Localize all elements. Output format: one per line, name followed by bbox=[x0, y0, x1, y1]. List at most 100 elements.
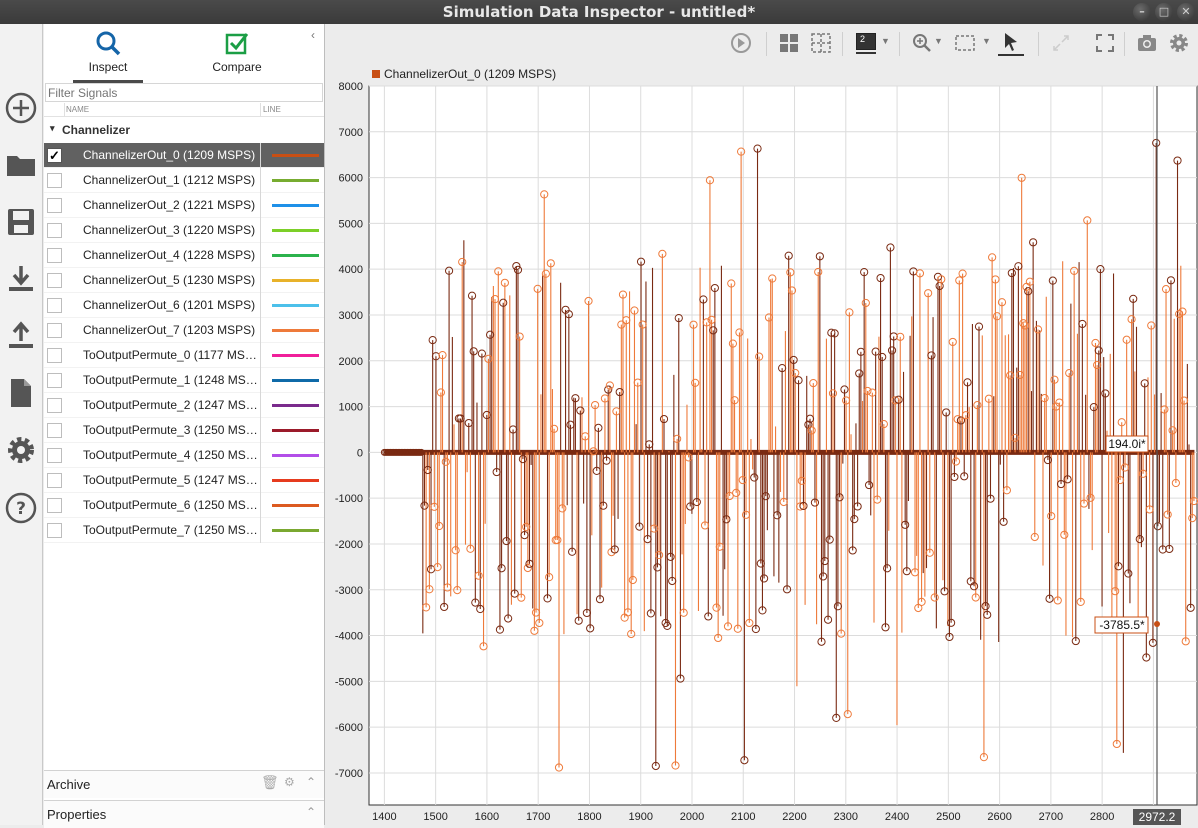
signal-row[interactable]: ChannelizerOut_1 (1212 MSPS) bbox=[44, 168, 324, 193]
archive-gear-icon[interactable]: ⚙ bbox=[284, 775, 295, 789]
signal-checkbox[interactable] bbox=[47, 448, 62, 463]
signal-checkbox[interactable]: ✓ bbox=[47, 148, 62, 163]
group-row[interactable]: ▾ Channelizer bbox=[44, 120, 324, 140]
trash-icon[interactable]: 🗑 bbox=[261, 774, 279, 790]
signal-checkbox[interactable] bbox=[47, 398, 62, 413]
properties-chevron-up-icon[interactable]: ⌃ bbox=[306, 805, 317, 819]
play-icon[interactable] bbox=[730, 32, 752, 54]
signal-checkbox[interactable] bbox=[47, 223, 62, 238]
signal-line-swatch[interactable] bbox=[272, 479, 319, 482]
minimize-button[interactable]: – bbox=[1133, 3, 1151, 21]
signal-marker bbox=[1043, 455, 1053, 465]
signal-line-swatch[interactable] bbox=[272, 329, 319, 332]
signal-checkbox[interactable] bbox=[47, 173, 62, 188]
signal-marker bbox=[422, 603, 431, 612]
archive-chevron-up-icon[interactable]: ⌃ bbox=[306, 775, 317, 789]
signal-row[interactable]: ToOutputPermute_5 (1247 MSPS) bbox=[44, 468, 324, 493]
signal-line-swatch[interactable] bbox=[272, 404, 319, 407]
export-icon[interactable] bbox=[5, 320, 37, 352]
signal-marker bbox=[494, 267, 503, 276]
signal-marker bbox=[474, 571, 483, 580]
signal-checkbox[interactable] bbox=[47, 273, 62, 288]
close-button[interactable]: ✕ bbox=[1177, 3, 1195, 21]
camera-icon[interactable] bbox=[1136, 32, 1158, 54]
import-icon[interactable] bbox=[5, 263, 37, 295]
signal-row[interactable]: ToOutputPermute_2 (1247 MSPS) bbox=[44, 393, 324, 418]
signal-checkbox[interactable] bbox=[47, 523, 62, 538]
signal-marker bbox=[554, 763, 564, 772]
signal-marker bbox=[733, 624, 742, 633]
subplot-icon[interactable] bbox=[810, 32, 832, 54]
signal-marker bbox=[1127, 315, 1136, 324]
signal-row[interactable]: ToOutputPermute_3 (1250 MSPS) bbox=[44, 418, 324, 443]
new-icon[interactable] bbox=[5, 92, 37, 124]
signal-checkbox[interactable] bbox=[47, 323, 62, 338]
signal-row[interactable]: ChannelizerOut_5 (1230 MSPS) bbox=[44, 268, 324, 293]
restore-view-icon[interactable] bbox=[1050, 32, 1072, 54]
zoom-icon[interactable] bbox=[911, 32, 933, 54]
signal-marker bbox=[963, 378, 972, 387]
cursor-dot bbox=[1154, 621, 1160, 627]
signal-row[interactable]: ChannelizerOut_3 (1220 MSPS) bbox=[44, 218, 324, 243]
fullscreen-icon[interactable] bbox=[1094, 32, 1116, 54]
layout-dropdown-icon[interactable]: ▼ bbox=[881, 36, 890, 46]
signal-line-swatch[interactable] bbox=[272, 529, 319, 532]
signal-marker bbox=[1007, 268, 1016, 278]
collapse-panel-icon[interactable]: ‹ bbox=[311, 28, 315, 42]
layout-select-button[interactable]: 2 bbox=[856, 32, 878, 54]
signal-row[interactable]: ✓ ChannelizerOut_0 (1209 MSPS) bbox=[44, 143, 324, 168]
signal-row[interactable]: ChannelizerOut_2 (1221 MSPS) bbox=[44, 193, 324, 218]
signal-checkbox[interactable] bbox=[47, 373, 62, 388]
signal-marker bbox=[1173, 156, 1182, 165]
signal-line-swatch[interactable] bbox=[272, 504, 319, 507]
cursor-mode-button[interactable] bbox=[998, 30, 1024, 56]
signal-line-swatch[interactable] bbox=[272, 454, 319, 457]
signal-line-swatch[interactable] bbox=[272, 429, 319, 432]
tab-inspect[interactable]: Inspect bbox=[73, 30, 143, 83]
signal-row[interactable]: ToOutputPermute_0 (1177 MSPS) bbox=[44, 343, 324, 368]
save-icon[interactable] bbox=[5, 206, 37, 238]
signal-plot[interactable]: 8000 7000 6000 5000 4000 3000 2000 1000 0 -1000 -2… bbox=[326, 80, 1198, 825]
signal-line-swatch[interactable] bbox=[272, 204, 319, 207]
signal-checkbox[interactable] bbox=[47, 298, 62, 313]
report-icon[interactable] bbox=[5, 377, 37, 409]
grid-layout-icon[interactable] bbox=[778, 32, 800, 54]
signal-line-swatch[interactable] bbox=[272, 154, 319, 157]
signal-line-swatch[interactable] bbox=[272, 179, 319, 182]
tab-compare[interactable]: Compare bbox=[202, 30, 272, 82]
signal-row[interactable]: ToOutputPermute_7 (1250 MSPS) bbox=[44, 518, 324, 543]
signal-checkbox[interactable] bbox=[47, 498, 62, 513]
signal-checkbox[interactable] bbox=[47, 248, 62, 263]
signal-line-swatch[interactable] bbox=[272, 254, 319, 257]
signal-line-swatch[interactable] bbox=[272, 354, 319, 357]
signal-row[interactable]: ToOutputPermute_6 (1250 MSPS) bbox=[44, 493, 324, 518]
signal-line-swatch[interactable] bbox=[272, 229, 319, 232]
signal-row[interactable]: ToOutputPermute_4 (1250 MSPS) bbox=[44, 443, 324, 468]
filter-signals-input[interactable] bbox=[45, 83, 323, 102]
signal-checkbox[interactable] bbox=[47, 423, 62, 438]
open-folder-icon[interactable] bbox=[5, 149, 37, 181]
signal-line-swatch[interactable] bbox=[272, 279, 319, 282]
signal-row[interactable]: ChannelizerOut_4 (1228 MSPS) bbox=[44, 243, 324, 268]
fit-dropdown-icon[interactable]: ▼ bbox=[982, 36, 991, 46]
signal-checkbox[interactable] bbox=[47, 348, 62, 363]
signal-line-swatch[interactable] bbox=[272, 379, 319, 382]
signal-line-swatch[interactable] bbox=[272, 304, 319, 307]
fit-to-view-icon[interactable] bbox=[954, 32, 976, 54]
settings-icon[interactable] bbox=[5, 434, 37, 466]
help-icon[interactable]: ? bbox=[5, 492, 37, 524]
zoom-dropdown-icon[interactable]: ▼ bbox=[934, 36, 943, 46]
icon-rail: ? bbox=[0, 24, 43, 825]
signal-row[interactable]: ToOutputPermute_1 (1248 MSPS) bbox=[44, 368, 324, 393]
signal-row[interactable]: ChannelizerOut_7 (1203 MSPS) bbox=[44, 318, 324, 343]
archive-section[interactable]: Archive 🗑 ⚙ ⌃ bbox=[44, 770, 324, 798]
signal-checkbox[interactable] bbox=[47, 198, 62, 213]
signal-checkbox[interactable] bbox=[47, 473, 62, 488]
maximize-button[interactable]: □ bbox=[1155, 3, 1173, 21]
signal-row[interactable]: ChannelizerOut_6 (1201 MSPS) bbox=[44, 293, 324, 318]
expand-caret-icon[interactable]: ▾ bbox=[50, 123, 55, 133]
plot-settings-gear-icon[interactable] bbox=[1168, 32, 1190, 54]
plot-legend[interactable]: ChannelizerOut_0 (1209 MSPS) bbox=[372, 67, 556, 81]
signal-marker bbox=[1089, 403, 1098, 412]
properties-section[interactable]: Properties ⌃ bbox=[44, 800, 324, 828]
